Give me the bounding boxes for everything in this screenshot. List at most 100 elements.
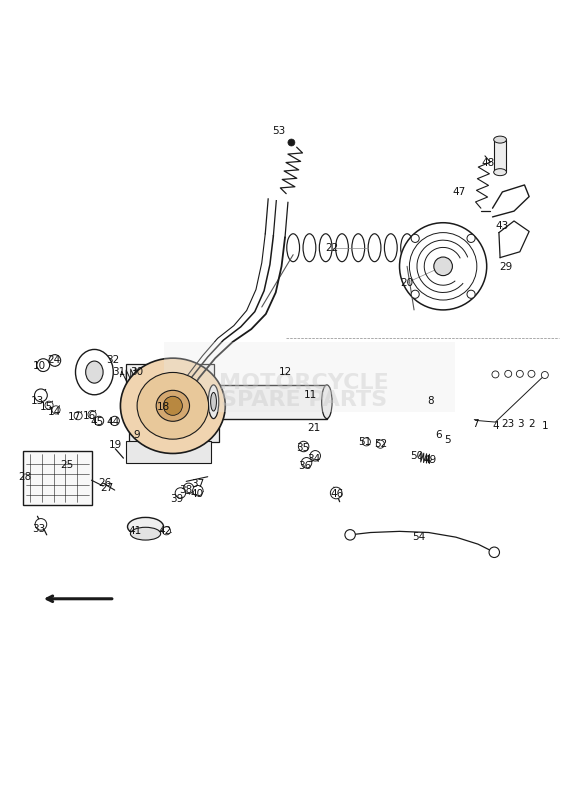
Text: 37: 37 — [191, 478, 204, 489]
Text: 8: 8 — [427, 396, 434, 406]
Circle shape — [434, 257, 453, 276]
Circle shape — [34, 389, 47, 402]
Ellipse shape — [493, 136, 506, 143]
Bar — [126, 364, 214, 400]
Circle shape — [110, 416, 119, 426]
Circle shape — [52, 406, 60, 414]
Text: 13: 13 — [31, 396, 44, 406]
Text: 39: 39 — [171, 494, 183, 504]
Circle shape — [362, 438, 370, 446]
Circle shape — [516, 370, 523, 378]
Text: 29: 29 — [499, 262, 513, 273]
Circle shape — [467, 290, 475, 298]
Text: 54: 54 — [412, 531, 425, 542]
Text: 44: 44 — [106, 417, 120, 427]
Circle shape — [492, 371, 499, 378]
Text: 12: 12 — [279, 367, 291, 377]
Text: 1: 1 — [541, 421, 548, 431]
Text: 28: 28 — [18, 472, 32, 482]
Bar — [494, 140, 506, 172]
Text: 2: 2 — [528, 419, 535, 430]
Text: 53: 53 — [273, 126, 286, 137]
Ellipse shape — [86, 361, 103, 383]
Text: 46: 46 — [331, 489, 344, 499]
Circle shape — [49, 354, 61, 366]
Text: 31: 31 — [112, 367, 126, 377]
Circle shape — [95, 416, 104, 426]
Ellipse shape — [75, 350, 113, 394]
Circle shape — [411, 234, 419, 242]
Text: 47: 47 — [453, 187, 466, 197]
Text: 3: 3 — [517, 419, 524, 430]
Text: 23: 23 — [502, 419, 515, 430]
Bar — [214, 385, 327, 418]
Text: 43: 43 — [496, 221, 509, 230]
Text: 24: 24 — [47, 355, 60, 366]
Ellipse shape — [137, 373, 208, 439]
Circle shape — [74, 412, 82, 420]
Text: 14: 14 — [48, 406, 61, 417]
Text: 17: 17 — [68, 413, 81, 422]
Circle shape — [88, 410, 96, 418]
Circle shape — [376, 440, 384, 448]
Circle shape — [175, 488, 186, 498]
Text: 45: 45 — [91, 417, 104, 427]
Ellipse shape — [208, 385, 219, 418]
Circle shape — [489, 547, 499, 558]
Text: 26: 26 — [98, 478, 112, 487]
Circle shape — [193, 486, 203, 496]
Text: 15: 15 — [40, 402, 53, 412]
Circle shape — [37, 358, 50, 371]
Bar — [126, 441, 211, 462]
Circle shape — [183, 483, 194, 494]
Text: 33: 33 — [33, 524, 46, 534]
Circle shape — [288, 139, 295, 146]
Text: 9: 9 — [133, 430, 140, 440]
Circle shape — [35, 518, 47, 530]
Text: 19: 19 — [109, 440, 122, 450]
Circle shape — [399, 222, 486, 310]
Circle shape — [505, 370, 512, 378]
Text: 36: 36 — [298, 462, 311, 471]
Bar — [23, 451, 92, 505]
Text: 40: 40 — [190, 489, 203, 499]
Text: 10: 10 — [33, 362, 46, 371]
Text: 30: 30 — [130, 367, 143, 377]
Text: 20: 20 — [401, 278, 413, 287]
Text: 49: 49 — [424, 455, 437, 466]
Text: 11: 11 — [304, 390, 317, 400]
Circle shape — [298, 442, 309, 452]
Text: 16: 16 — [83, 411, 96, 422]
Text: 48: 48 — [482, 158, 495, 168]
Text: 34: 34 — [307, 454, 321, 464]
Text: 21: 21 — [307, 423, 321, 433]
Text: 18: 18 — [157, 402, 169, 412]
Ellipse shape — [322, 385, 332, 418]
Ellipse shape — [493, 169, 506, 176]
Text: 41: 41 — [128, 526, 142, 536]
Text: 6: 6 — [435, 430, 442, 440]
Circle shape — [164, 396, 182, 415]
FancyBboxPatch shape — [164, 342, 455, 412]
Ellipse shape — [130, 527, 161, 540]
Circle shape — [45, 401, 53, 410]
Text: SPARE PARTS: SPARE PARTS — [221, 390, 387, 410]
Circle shape — [411, 290, 419, 298]
Circle shape — [528, 370, 535, 378]
Ellipse shape — [127, 518, 164, 536]
Circle shape — [162, 526, 171, 535]
Ellipse shape — [156, 390, 190, 422]
Circle shape — [331, 487, 342, 499]
Ellipse shape — [211, 393, 217, 411]
Circle shape — [541, 371, 548, 378]
Circle shape — [301, 458, 312, 468]
Text: 51: 51 — [359, 437, 372, 447]
Text: 52: 52 — [374, 439, 387, 449]
Circle shape — [310, 450, 321, 461]
Text: 4: 4 — [492, 421, 499, 431]
Circle shape — [345, 530, 355, 540]
Text: 22: 22 — [325, 242, 338, 253]
Text: 5: 5 — [444, 434, 451, 445]
Text: 32: 32 — [106, 355, 120, 366]
Text: 42: 42 — [159, 526, 172, 536]
